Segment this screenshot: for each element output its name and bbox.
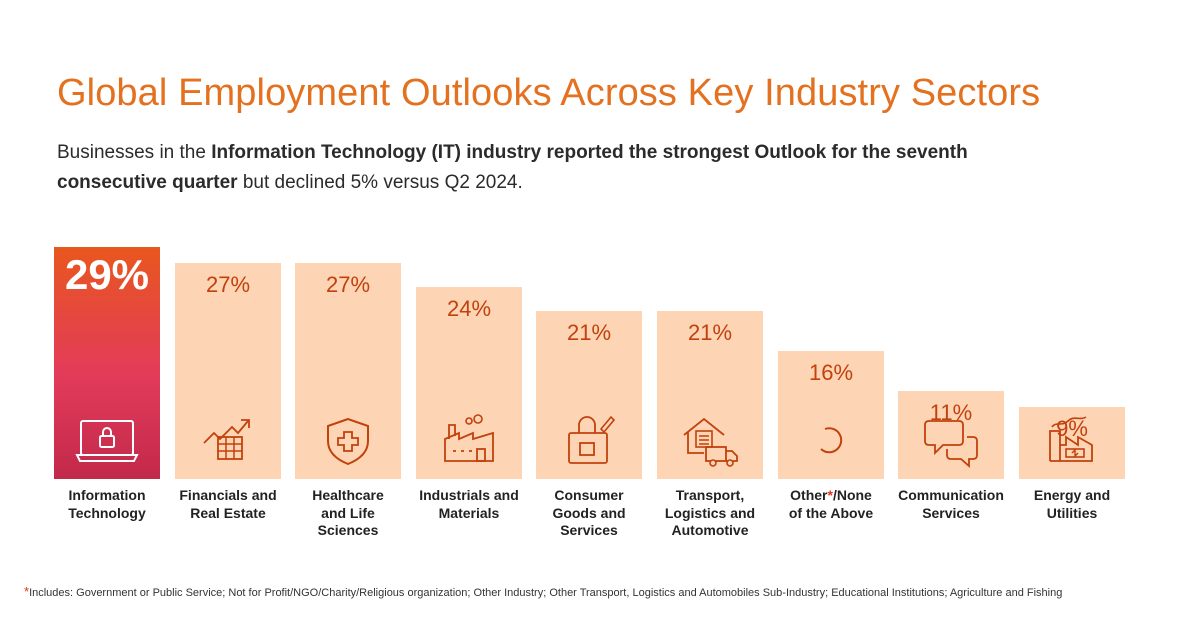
subtitle-part-2: but declined 5% versus Q2 2024.	[237, 172, 523, 193]
footnote-text: Includes: Government or Public Service; …	[29, 587, 1063, 599]
value-label-8: 9%	[1056, 416, 1088, 441]
footnote-marker: *	[24, 584, 30, 599]
category-label-8: Energy and Utilities	[1033, 487, 1111, 521]
chart-growth-icon	[203, 419, 250, 460]
laptop-lock-icon	[75, 420, 139, 462]
bar-1	[175, 263, 281, 479]
bar-5	[657, 311, 763, 479]
subtitle-bold: Information Technology (IT) industry rep…	[57, 142, 968, 193]
value-label-1: 27%	[206, 272, 250, 297]
category-label-3: Industrials and Materials	[419, 487, 519, 521]
category-label-4: Consumer Goods and Services	[552, 487, 626, 538]
energy-plant-icon	[1049, 416, 1093, 462]
bar-3	[416, 287, 522, 479]
category-label-5: Transport, Logistics and Automotive	[664, 487, 756, 538]
bar-0	[54, 247, 160, 479]
circle-arc-icon	[820, 427, 843, 454]
bar-6	[778, 351, 884, 479]
category-label-2: Healthcare and Life Sciences	[312, 487, 384, 538]
category-label-6: Other*/None of the Above	[788, 487, 874, 521]
bar-2	[295, 263, 401, 479]
value-label-5: 21%	[688, 320, 732, 345]
subtitle-part-1: Businesses in the	[57, 142, 212, 163]
category-label-0: Information Technology	[68, 487, 146, 521]
truck-house-icon	[683, 417, 738, 467]
footnote: *Includes: Government or Public Service;…	[24, 584, 1062, 599]
chart-title: Global Employment Outlooks Across Key In…	[57, 72, 1041, 114]
value-label-4: 21%	[567, 320, 611, 345]
factory-icon	[444, 414, 494, 462]
value-label-2: 27%	[326, 272, 370, 297]
shield-cross-icon	[327, 417, 369, 466]
bar-7	[898, 391, 1004, 479]
category-label-7: Communication Services	[898, 487, 1004, 521]
chart-subtitle: Businesses in the Information Technology…	[57, 138, 1057, 198]
shopping-bag-icon	[568, 415, 616, 464]
value-label-0: 29%	[65, 251, 149, 298]
value-label-6: 16%	[809, 360, 853, 385]
speech-bubbles-icon	[924, 420, 978, 468]
value-label-3: 24%	[447, 296, 491, 321]
bar-4	[536, 311, 642, 479]
category-label-1: Financials and Real Estate	[179, 487, 277, 521]
